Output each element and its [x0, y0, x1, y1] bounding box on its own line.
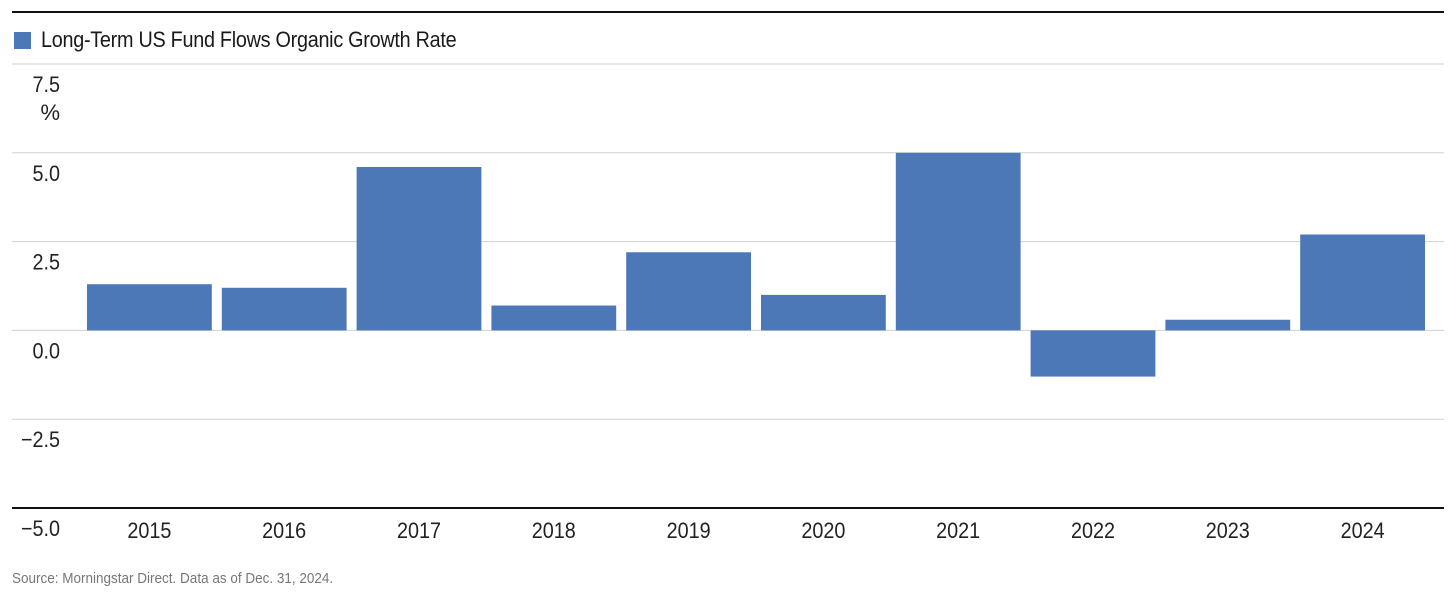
bar-chart: 7.5 5.0 2.5 0.0 −2.5 −5.0% 2015 2016 2017 2018 201…: [12, 63, 1444, 543]
x-tick-label: 2015: [127, 519, 171, 543]
x-tick-label: 2018: [532, 519, 576, 543]
bar: [1165, 319, 1291, 331]
bar: [356, 167, 482, 331]
bar: [761, 294, 886, 331]
y-unit-label: %: [40, 100, 60, 125]
bar: [1300, 234, 1425, 331]
bar: [895, 152, 1021, 331]
y-tick-label: −5.0: [21, 517, 60, 541]
bar: [221, 287, 347, 331]
top-rule: [12, 11, 1444, 13]
x-tick-label: 2017: [397, 519, 441, 543]
x-tick-label: 2020: [801, 519, 845, 543]
bar: [87, 284, 212, 331]
bar: [491, 305, 617, 331]
x-tick-label: 2021: [936, 519, 980, 543]
y-tick-label: 5.0: [32, 162, 60, 186]
x-tick-label: 2024: [1341, 519, 1385, 543]
x-tick-label: 2022: [1071, 519, 1115, 543]
source-note: Source: Morningstar Direct. Data as of D…: [12, 570, 334, 587]
y-tick-label: 0.0: [32, 339, 60, 363]
legend-swatch: [14, 31, 31, 49]
x-tick-label: 2019: [667, 519, 711, 543]
bar: [1030, 330, 1156, 377]
x-tick-label: 2016: [262, 519, 306, 543]
x-tick-label: 2023: [1206, 519, 1250, 543]
legend-label: Long-Term US Fund Flows Organic Growth R…: [41, 27, 457, 52]
bar: [626, 252, 751, 331]
legend: Long-Term US Fund Flows Organic Growth R…: [14, 26, 503, 54]
y-tick-label: −2.5: [21, 428, 60, 452]
y-tick-label: 2.5: [32, 251, 60, 275]
y-tick-label: 7.5: [32, 73, 60, 97]
